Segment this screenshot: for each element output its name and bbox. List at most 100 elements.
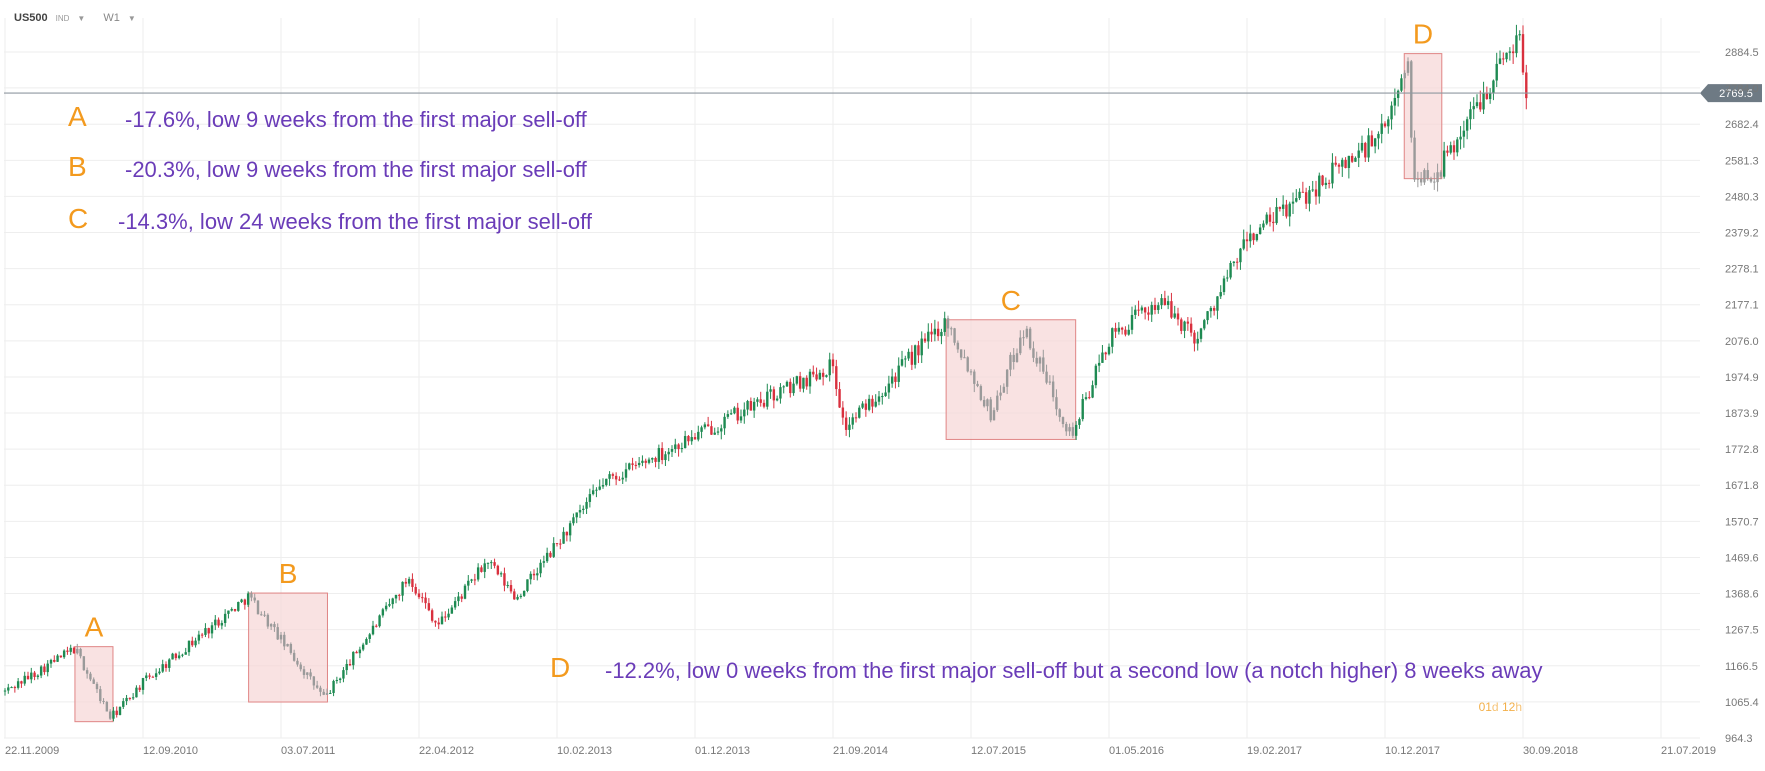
candle-body: [398, 594, 401, 596]
timer-hours-unit: h: [1515, 700, 1522, 714]
candle-body: [1032, 348, 1035, 358]
candle-body: [1318, 175, 1321, 197]
candle-body: [1278, 206, 1282, 209]
annotation-letter-c: C: [68, 203, 89, 234]
candle-body: [1485, 92, 1489, 100]
symbol-dropdown-icon[interactable]: ▼: [77, 13, 86, 23]
candle-body: [375, 625, 378, 627]
candle-body: [7, 687, 10, 691]
candle-body: [1212, 307, 1216, 311]
candle-body: [151, 676, 155, 678]
candle-body: [601, 485, 605, 487]
candle-body: [1350, 155, 1354, 162]
candle-body: [181, 654, 184, 656]
candle-body: [1104, 352, 1107, 355]
candle-body: [1272, 221, 1275, 224]
candle-body: [1521, 34, 1525, 73]
candle-body: [335, 680, 339, 682]
candle-body: [424, 597, 427, 604]
candle-body: [1134, 309, 1137, 315]
candle-body: [759, 399, 762, 403]
x-tick-label: 22.04.2012: [419, 745, 474, 757]
candle-body: [1255, 234, 1259, 241]
candle-body: [746, 401, 749, 410]
candle-body: [762, 402, 766, 407]
candle-body: [752, 401, 756, 411]
y-tick-label: 1873.9: [1725, 408, 1759, 420]
candle-body: [430, 610, 434, 621]
candle-body: [641, 460, 644, 463]
candle-body: [1193, 332, 1196, 344]
candle-body: [1048, 381, 1052, 383]
y-tick-label: 2076.0: [1725, 336, 1759, 348]
candle-body: [950, 328, 953, 330]
candle-body: [30, 672, 33, 680]
candle-body: [529, 573, 532, 580]
selloff-label-c: C: [1001, 285, 1021, 316]
candle-body: [322, 691, 325, 695]
candle-body: [808, 371, 812, 387]
candle-body: [1038, 357, 1042, 364]
candle-body: [1180, 319, 1183, 331]
candle-body: [250, 593, 253, 598]
candle-body: [644, 460, 647, 463]
candle-body: [1357, 150, 1360, 158]
candle-body: [230, 609, 233, 611]
candle-body: [1511, 51, 1515, 54]
candle-body: [1150, 305, 1153, 315]
candle-body: [637, 462, 641, 466]
candle-body: [10, 687, 13, 689]
candle-body: [1216, 296, 1219, 311]
y-tick-label: 2884.5: [1725, 47, 1759, 59]
candle-body: [575, 512, 578, 518]
candle-body: [1525, 72, 1528, 99]
candle-body: [1127, 329, 1130, 335]
candle-body: [782, 386, 785, 388]
candle-body: [108, 711, 112, 719]
candle-body: [894, 376, 897, 382]
symbol-tag: IND: [55, 13, 70, 23]
candle-body: [476, 567, 480, 580]
candle-body: [135, 687, 138, 698]
candle-body: [253, 597, 256, 601]
candle-body: [1508, 51, 1512, 53]
candle-body: [92, 679, 95, 684]
candle-body: [877, 396, 881, 402]
y-tick-label: 2379.2: [1725, 228, 1759, 240]
candle-body: [545, 552, 549, 562]
candle-body: [831, 359, 835, 367]
candle-body: [384, 605, 388, 610]
candle-body: [1012, 354, 1015, 363]
candle-body: [128, 697, 132, 699]
candle-body: [582, 508, 585, 511]
y-tick-label: 1065.4: [1725, 697, 1759, 709]
candle-body: [1291, 201, 1295, 204]
candle-body: [1495, 63, 1498, 81]
timeframe-dropdown-icon[interactable]: ▼: [127, 13, 136, 23]
candle-body: [1170, 301, 1173, 318]
candle-body: [595, 489, 598, 491]
candle-body: [286, 643, 289, 647]
candle-body: [1002, 386, 1006, 393]
candle-body: [365, 638, 368, 645]
candle-body: [825, 375, 828, 377]
candle-body: [411, 578, 414, 587]
symbol-label[interactable]: US500: [14, 12, 48, 24]
candle-body: [200, 634, 204, 636]
candle-body: [233, 609, 237, 611]
candle-body: [890, 376, 894, 384]
candle-body: [631, 463, 634, 465]
candle-body: [1311, 189, 1314, 191]
candle-body: [559, 543, 562, 545]
candle-body: [726, 414, 730, 417]
candle-body: [1163, 298, 1167, 306]
candle-body: [552, 543, 555, 557]
candle-body: [897, 365, 900, 382]
candle-body: [1449, 145, 1452, 153]
timeframe-label[interactable]: W1: [103, 12, 120, 24]
candle-body: [69, 647, 72, 652]
candle-body: [841, 407, 845, 418]
candle-body: [588, 494, 592, 502]
candle-body: [693, 437, 697, 440]
